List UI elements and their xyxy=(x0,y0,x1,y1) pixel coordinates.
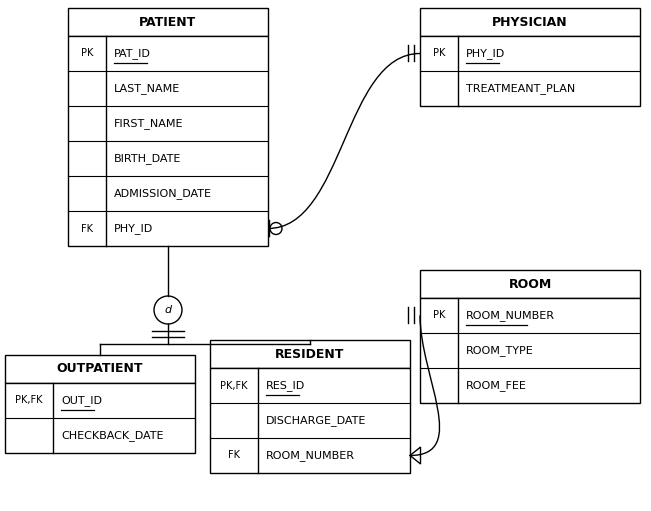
Text: PK,FK: PK,FK xyxy=(220,381,248,390)
Bar xyxy=(420,270,640,298)
Bar xyxy=(210,368,410,473)
Bar xyxy=(420,298,640,403)
Bar xyxy=(68,36,268,246)
Bar xyxy=(5,383,195,453)
Bar xyxy=(68,8,268,36)
Text: PATIENT: PATIENT xyxy=(139,15,197,29)
Text: PK,FK: PK,FK xyxy=(15,396,43,406)
Text: FK: FK xyxy=(81,223,93,234)
Bar xyxy=(210,340,410,368)
Text: FK: FK xyxy=(228,451,240,460)
Text: FIRST_NAME: FIRST_NAME xyxy=(114,118,184,129)
Text: PAT_ID: PAT_ID xyxy=(114,48,151,59)
Text: CHECKBACK_DATE: CHECKBACK_DATE xyxy=(61,430,163,441)
Text: OUT_ID: OUT_ID xyxy=(61,395,102,406)
Text: PHYSICIAN: PHYSICIAN xyxy=(492,15,568,29)
Text: BIRTH_DATE: BIRTH_DATE xyxy=(114,153,182,164)
Text: TREATMEANT_PLAN: TREATMEANT_PLAN xyxy=(466,83,575,94)
Text: PK: PK xyxy=(433,311,445,320)
Text: PK: PK xyxy=(433,49,445,58)
Text: DISCHARGE_DATE: DISCHARGE_DATE xyxy=(266,415,367,426)
Text: ROOM_TYPE: ROOM_TYPE xyxy=(466,345,534,356)
Text: ADMISSION_DATE: ADMISSION_DATE xyxy=(114,188,212,199)
Text: OUTPATIENT: OUTPATIENT xyxy=(57,362,143,376)
Text: RES_ID: RES_ID xyxy=(266,380,305,391)
Text: d: d xyxy=(165,305,172,315)
Bar xyxy=(420,8,640,36)
Text: ROOM_NUMBER: ROOM_NUMBER xyxy=(266,450,355,461)
Text: RESIDENT: RESIDENT xyxy=(275,347,344,360)
Text: ROOM_FEE: ROOM_FEE xyxy=(466,380,527,391)
Bar xyxy=(420,36,640,106)
Text: PHY_ID: PHY_ID xyxy=(466,48,505,59)
Bar xyxy=(5,355,195,383)
Text: PK: PK xyxy=(81,49,93,58)
Text: ROOM: ROOM xyxy=(508,277,551,290)
Text: ROOM_NUMBER: ROOM_NUMBER xyxy=(466,310,555,321)
Text: PHY_ID: PHY_ID xyxy=(114,223,153,234)
Text: LAST_NAME: LAST_NAME xyxy=(114,83,180,94)
